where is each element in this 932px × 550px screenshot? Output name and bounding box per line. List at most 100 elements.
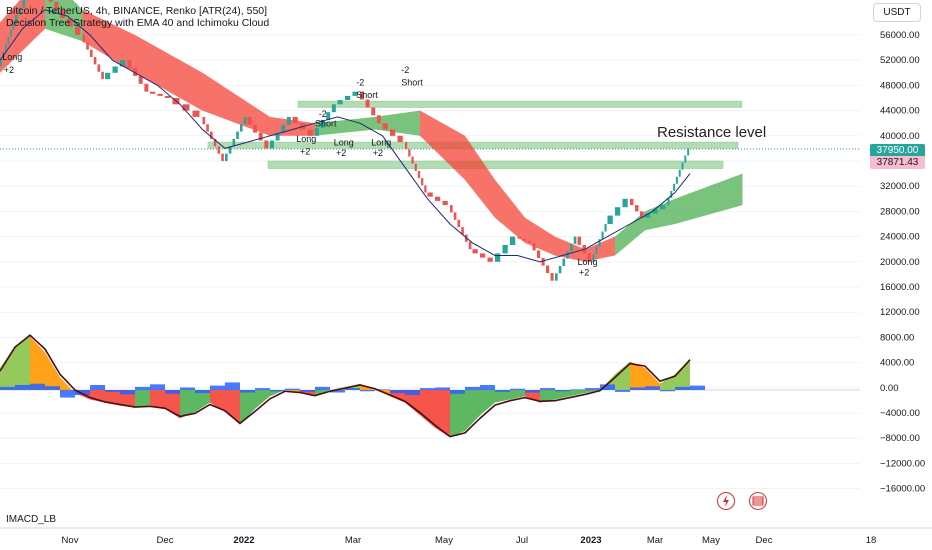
macd-blue-bar [225,382,240,390]
renko-brick [442,200,448,206]
y-tick-label: 48000.00 [880,80,920,91]
renko-brick [630,198,634,206]
x-tick-label: 2023 [580,535,601,546]
renko-brick [228,146,232,154]
renko-brick [225,153,228,161]
x-axis: Nov Dec 2022 Mar May Jul 2023 Mar May Dec 18 [0,527,932,546]
macd-blue-bar [240,390,255,393]
renko-brick [120,60,126,67]
renko-brick [652,209,658,214]
trade-label: -2 [401,65,409,75]
y-tick-label: 12000.00 [880,307,920,318]
y-tick-label: 32000.00 [880,181,920,192]
macd-histogram-bar [60,377,75,394]
macd-histogram-bar [15,336,30,390]
macd-histogram-bar [270,390,285,397]
renko-brick [93,57,97,65]
renko-brick [435,196,441,201]
renko-brick [397,135,403,143]
macd-blue-bar [30,383,45,390]
ema-40-line [0,9,691,263]
trade-label: Long [2,52,22,62]
flag-icon[interactable] [749,492,767,510]
macd-histogram-bar [135,390,150,408]
macd-histogram-bar [525,390,540,403]
resistance-zone [267,160,724,169]
renko-brick [275,132,280,141]
trade-label: Long [371,137,391,147]
renko-brick [527,240,531,243]
renko-brick [517,236,521,239]
x-tick-label: Mar [647,535,663,546]
chart-title: Bitcoin / TetherUS, 4h, BINANCE, Renko [… [6,5,268,17]
renko-brick [15,15,18,23]
renko-brick [101,71,104,80]
renko-brick [232,138,236,147]
macd-histogram-bar [480,390,495,416]
lightning-icon[interactable] [717,492,735,510]
grid [0,34,860,490]
renko-brick [243,116,247,125]
macd-blue-bar [645,386,660,390]
renko-brick [601,231,604,240]
macd-blue-bar [345,388,360,390]
renko-brick [635,205,639,212]
macd-blue-bar [255,388,270,390]
macd-histogram-bar [630,361,645,390]
renko-brick [450,205,453,213]
y-tick-label: 8000.00 [880,332,914,343]
y-axis: 56000.00 52000.00 48000.00 44000.00 40000.00… [880,30,925,495]
macd-blue-bar [600,384,615,390]
renko-brick [640,211,644,218]
macd-histogram-bar [225,390,240,425]
y-tick-label: 20000.00 [880,257,920,268]
renko-brick [60,9,66,19]
cloud-segment [375,110,420,136]
renko-brick [202,116,206,125]
renko-brick [480,253,486,258]
macd-blue-bar [660,390,675,392]
renko-brick [337,100,343,105]
macd-signal-line [0,334,691,438]
macd-blue-bar [60,390,75,398]
renko-brick [453,212,457,220]
macd-histogram-bar [165,390,180,419]
renko-brick [592,254,595,262]
ema-price-tag: 37871.43 [870,156,925,169]
renko-brick [206,124,209,132]
renko-brick [550,273,554,281]
macd-blue-bar [540,388,555,390]
trade-label: -2 [319,109,327,119]
renko-brick [157,93,163,96]
renko-brick [678,169,681,177]
macd-blue-bar [315,386,330,390]
macd-blue-bar [360,390,375,392]
renko-brick [510,236,516,245]
renko-brick [457,219,461,228]
renko-brick [75,26,81,35]
renko-brick [320,120,325,128]
macd-blue-bar [525,390,540,393]
currency-button[interactable]: USDT [873,3,921,22]
macd-blue-bar [270,390,285,392]
macd-blue-bar [570,389,585,390]
macd-blue-bar [75,390,90,396]
indicator-label: IMACD_LB [6,514,57,525]
renko-brick [112,66,118,73]
renko-brick [562,258,566,266]
renko-brick [22,0,26,8]
macd-blue-bar [210,385,225,390]
renko-brick [127,60,132,69]
x-tick-label: 18 [866,535,877,546]
renko-brick [133,68,138,76]
renko-brick [90,49,93,58]
renko-brick [213,138,217,147]
renko-brick [405,142,408,150]
renko-brick [667,198,670,206]
macd-blue-bar [390,390,405,394]
renko-brick [54,1,59,10]
macd-blue-bar [0,386,15,390]
macd-histogram-bar [675,358,690,390]
renko-brick [675,176,678,184]
macd-histogram-bar [375,390,390,397]
